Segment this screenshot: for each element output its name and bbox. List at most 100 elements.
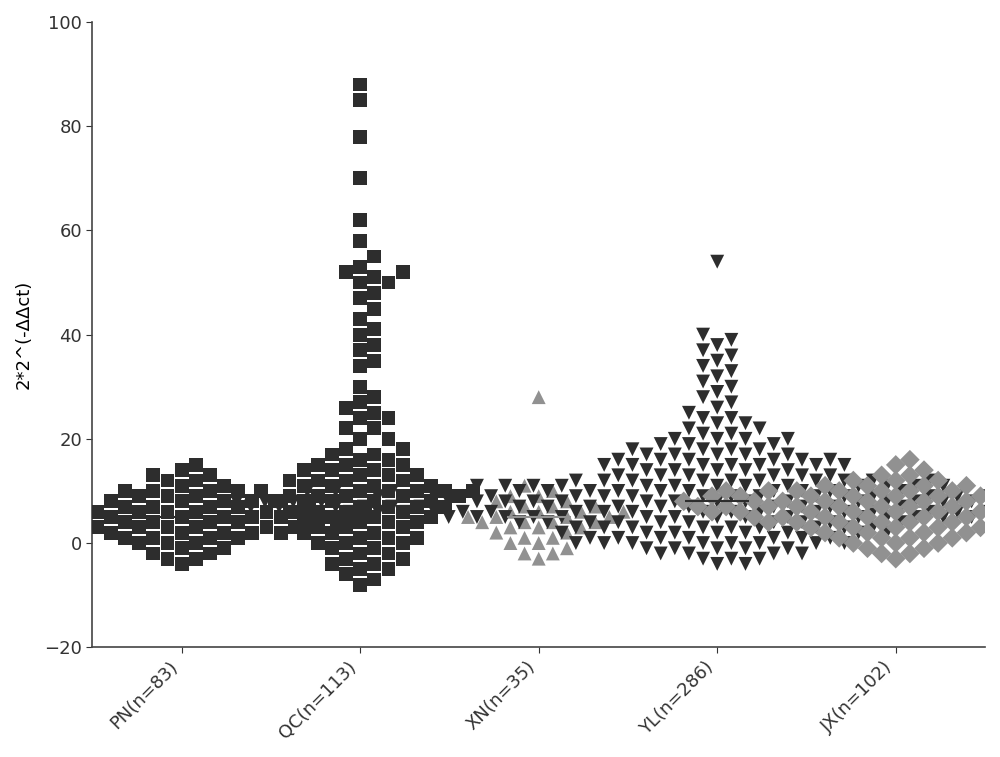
Point bbox=[409, 500, 425, 512]
Point bbox=[437, 485, 453, 497]
Point bbox=[930, 522, 946, 534]
Point bbox=[531, 537, 547, 549]
Point bbox=[794, 547, 810, 559]
Point bbox=[681, 453, 697, 466]
Point bbox=[944, 485, 960, 497]
Point bbox=[366, 323, 382, 335]
Point bbox=[817, 480, 833, 492]
Point bbox=[958, 480, 974, 492]
Point bbox=[690, 500, 706, 512]
Point bbox=[888, 553, 904, 565]
Point bbox=[559, 495, 575, 507]
Point bbox=[395, 475, 411, 487]
Point bbox=[370, 490, 386, 502]
Point bbox=[117, 516, 133, 528]
Point bbox=[667, 448, 683, 460]
Point bbox=[752, 522, 768, 534]
Point bbox=[723, 443, 739, 455]
Point bbox=[352, 235, 368, 247]
Point bbox=[893, 516, 909, 528]
Point bbox=[831, 531, 847, 544]
Point bbox=[845, 506, 861, 518]
Point bbox=[709, 527, 725, 539]
Point bbox=[338, 553, 354, 565]
Point bbox=[174, 464, 190, 476]
Point bbox=[502, 522, 518, 534]
Point bbox=[709, 417, 725, 429]
Point bbox=[329, 516, 345, 528]
Point bbox=[253, 485, 269, 497]
Point bbox=[709, 480, 725, 492]
Point bbox=[681, 469, 697, 481]
Point bbox=[695, 537, 711, 549]
Point bbox=[131, 506, 147, 518]
Point bbox=[681, 485, 697, 497]
Point bbox=[160, 553, 176, 565]
Point bbox=[653, 469, 669, 481]
Point bbox=[338, 422, 354, 435]
Point bbox=[89, 506, 105, 518]
Point bbox=[624, 443, 640, 455]
Point bbox=[822, 531, 838, 544]
Point bbox=[395, 553, 411, 565]
Point bbox=[902, 531, 918, 544]
Point bbox=[296, 464, 312, 476]
Point bbox=[723, 553, 739, 565]
Point bbox=[780, 464, 796, 476]
Point bbox=[916, 542, 932, 554]
Point bbox=[695, 375, 711, 388]
Point bbox=[723, 412, 739, 424]
Point bbox=[695, 391, 711, 403]
Point bbox=[511, 516, 527, 528]
Point bbox=[314, 495, 330, 507]
Point bbox=[398, 506, 414, 518]
Point bbox=[615, 506, 631, 518]
Point bbox=[380, 276, 396, 288]
Point bbox=[343, 511, 359, 523]
Point bbox=[324, 448, 340, 460]
Point bbox=[879, 511, 895, 523]
Point bbox=[902, 469, 918, 481]
Point bbox=[794, 500, 810, 512]
Point bbox=[723, 365, 739, 377]
Point bbox=[808, 506, 824, 518]
Point bbox=[766, 500, 782, 512]
Point bbox=[380, 547, 396, 559]
Point bbox=[667, 527, 683, 539]
Point bbox=[978, 490, 994, 502]
Point bbox=[709, 448, 725, 460]
Point bbox=[752, 506, 768, 518]
Point bbox=[752, 443, 768, 455]
Point bbox=[131, 537, 147, 549]
Point bbox=[973, 506, 989, 518]
Point bbox=[610, 531, 626, 544]
Point bbox=[737, 464, 753, 476]
Point bbox=[296, 495, 312, 507]
Point bbox=[709, 495, 725, 507]
Point bbox=[357, 506, 373, 518]
Point bbox=[257, 495, 273, 507]
Point bbox=[780, 511, 796, 523]
Point bbox=[822, 485, 838, 497]
Point bbox=[352, 397, 368, 409]
Point bbox=[352, 329, 368, 341]
Point bbox=[412, 485, 428, 497]
Point bbox=[624, 490, 640, 502]
Point bbox=[888, 459, 904, 471]
Point bbox=[709, 433, 725, 445]
Point bbox=[568, 475, 584, 487]
Point bbox=[531, 522, 547, 534]
Point bbox=[258, 506, 274, 518]
Point bbox=[366, 495, 382, 507]
Point bbox=[352, 412, 368, 424]
Point bbox=[338, 506, 354, 518]
Point bbox=[874, 500, 890, 512]
Point bbox=[352, 485, 368, 497]
Point bbox=[338, 569, 354, 581]
Point bbox=[511, 500, 527, 512]
Point bbox=[752, 553, 768, 565]
Point bbox=[497, 495, 513, 507]
Point bbox=[639, 542, 655, 554]
Point bbox=[851, 511, 867, 523]
Point bbox=[865, 490, 881, 502]
